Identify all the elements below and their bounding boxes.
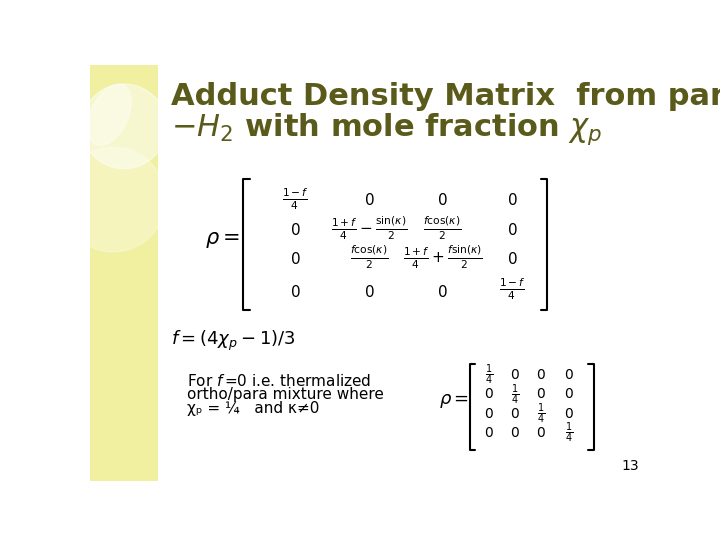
Text: $0$: $0$: [536, 426, 546, 440]
Text: $\frac{1-f}{4}$: $\frac{1-f}{4}$: [282, 187, 309, 212]
Text: $-H_2$ with mole fraction $\chi_p$: $-H_2$ with mole fraction $\chi_p$: [171, 111, 603, 147]
Text: $\frac{1}{4}$: $\frac{1}{4}$: [565, 421, 573, 445]
Text: $0$: $0$: [564, 368, 574, 382]
Text: $\rho =$: $\rho =$: [438, 392, 469, 410]
Text: χₚ = ¼   and κ≠0: χₚ = ¼ and κ≠0: [187, 401, 319, 415]
Text: $\frac{1+f}{4}+\frac{f\sin(\kappa)}{2}$: $\frac{1+f}{4}+\frac{f\sin(\kappa)}{2}$: [402, 244, 482, 271]
Text: $0$: $0$: [437, 192, 448, 207]
Bar: [90, 65, 158, 481]
Text: $\frac{1}{4}$: $\frac{1}{4}$: [485, 363, 493, 387]
Text: $f=(4\chi_p-1)/3$: $f=(4\chi_p-1)/3$: [171, 328, 296, 353]
Text: $\rho =$: $\rho =$: [204, 231, 239, 251]
Text: $0$: $0$: [290, 251, 301, 267]
Text: $0$: $0$: [507, 251, 518, 267]
Text: For $f\,$=0 i.e. thermalized: For $f\,$=0 i.e. thermalized: [187, 373, 372, 389]
Text: $\frac{1-f}{4}$: $\frac{1-f}{4}$: [499, 277, 526, 302]
Text: ortho/para mixture where: ortho/para mixture where: [187, 387, 384, 402]
Text: $\frac{1}{4}$: $\frac{1}{4}$: [537, 401, 545, 426]
Circle shape: [60, 147, 166, 252]
Text: $0$: $0$: [290, 222, 301, 238]
Text: 13: 13: [621, 459, 639, 473]
Text: $0$: $0$: [564, 387, 574, 401]
Text: $\frac{1+f}{4}-\frac{\sin(\kappa)}{2}$: $\frac{1+f}{4}-\frac{\sin(\kappa)}{2}$: [331, 214, 407, 242]
Text: $0$: $0$: [507, 222, 518, 238]
Text: $0$: $0$: [290, 284, 301, 300]
Text: $0$: $0$: [510, 407, 520, 421]
Text: $0$: $0$: [536, 368, 546, 382]
Text: $0$: $0$: [536, 387, 546, 401]
Text: $0$: $0$: [510, 426, 520, 440]
Text: $0$: $0$: [507, 192, 518, 207]
Ellipse shape: [88, 84, 131, 145]
Text: $0$: $0$: [485, 407, 494, 421]
Text: $0$: $0$: [485, 387, 494, 401]
Text: $0$: $0$: [364, 284, 374, 300]
Text: $\frac{1}{4}$: $\frac{1}{4}$: [510, 382, 519, 407]
Text: $0$: $0$: [485, 426, 494, 440]
Text: $0$: $0$: [364, 192, 374, 207]
Text: Adduct Density Matrix  from para: Adduct Density Matrix from para: [171, 82, 720, 111]
Circle shape: [81, 84, 167, 169]
Text: $\frac{f\cos(\kappa)}{2}$: $\frac{f\cos(\kappa)}{2}$: [350, 244, 388, 271]
Text: $0$: $0$: [564, 407, 574, 421]
Text: $0$: $0$: [437, 284, 448, 300]
Text: $0$: $0$: [510, 368, 520, 382]
Text: $\frac{f\cos(\kappa)}{2}$: $\frac{f\cos(\kappa)}{2}$: [423, 214, 462, 242]
